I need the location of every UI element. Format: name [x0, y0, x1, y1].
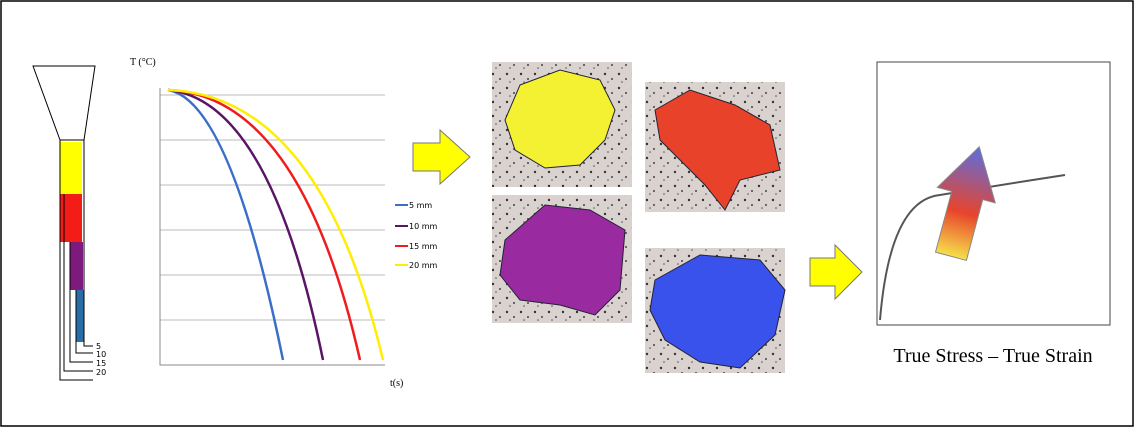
specimen-label: 15 [96, 359, 106, 368]
arrow [810, 245, 862, 299]
specimen-label: 10 [96, 350, 106, 359]
stress-strain-plot [877, 62, 1110, 325]
specimen-label: 20 [96, 368, 106, 377]
y-axis-label: T (°C) [130, 57, 156, 68]
legend-entry: 5 mm [409, 201, 432, 210]
arrow [413, 130, 470, 184]
cooling-chart [160, 88, 408, 365]
x-axis-label: t(s) [390, 378, 403, 389]
caption: True Stress – True Strain [893, 345, 1092, 367]
legend-entry: 10 mm [409, 222, 438, 231]
legend-entry: 20 mm [409, 261, 438, 270]
specimen [33, 66, 95, 380]
micrographs [492, 62, 785, 373]
figure: 5 10 15 20 T (°C) t(s) 5 mm 10 mm 15 mm … [0, 0, 1135, 428]
legend-entry: 15 mm [409, 242, 438, 251]
